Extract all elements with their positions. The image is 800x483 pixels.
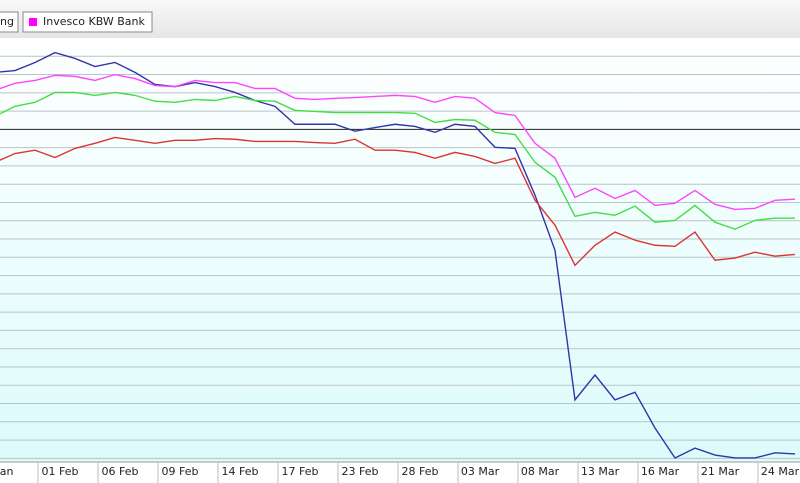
grid bbox=[0, 55, 800, 463]
legend-item[interactable] bbox=[22, 11, 153, 33]
x-tick-label: Jan bbox=[0, 465, 14, 478]
series-line bbox=[0, 51, 796, 459]
x-tick-label: 01 Feb bbox=[42, 465, 79, 478]
x-tick-label: 09 Feb bbox=[162, 465, 199, 478]
series-line bbox=[0, 73, 796, 211]
plot-area bbox=[0, 38, 800, 462]
series-line bbox=[0, 91, 795, 230]
x-tick-label: 13 Mar bbox=[581, 465, 620, 478]
x-tick-label: 21 Mar bbox=[701, 465, 740, 478]
x-tick-label: 16 Mar bbox=[641, 465, 680, 478]
legend: ng Invesco KBW Bank bbox=[0, 11, 153, 33]
x-tick-label: 06 Feb bbox=[102, 465, 139, 478]
legend-item[interactable] bbox=[0, 11, 19, 33]
series-line bbox=[0, 136, 796, 267]
x-tick-label: 14 Feb bbox=[222, 465, 259, 478]
x-tick-label: 23 Feb bbox=[342, 465, 379, 478]
x-axis: Jan 01 Feb 06 Feb 09 Feb 14 Feb 17 Feb 23 Feb 2… bbox=[0, 463, 800, 483]
x-tick-label: 03 Mar bbox=[461, 465, 500, 478]
x-tick-label: 17 Feb bbox=[282, 465, 319, 478]
legend-label: Invesco KBW Bank bbox=[43, 15, 145, 28]
lines bbox=[0, 51, 796, 459]
legend-label: ng bbox=[0, 15, 14, 28]
x-tick-label: 24 Mar bbox=[761, 465, 800, 478]
x-axis-band bbox=[0, 462, 800, 483]
x-tick-label: 08 Mar bbox=[521, 465, 560, 478]
legend-swatch bbox=[29, 18, 37, 26]
x-tick-label: 28 Feb bbox=[402, 465, 439, 478]
